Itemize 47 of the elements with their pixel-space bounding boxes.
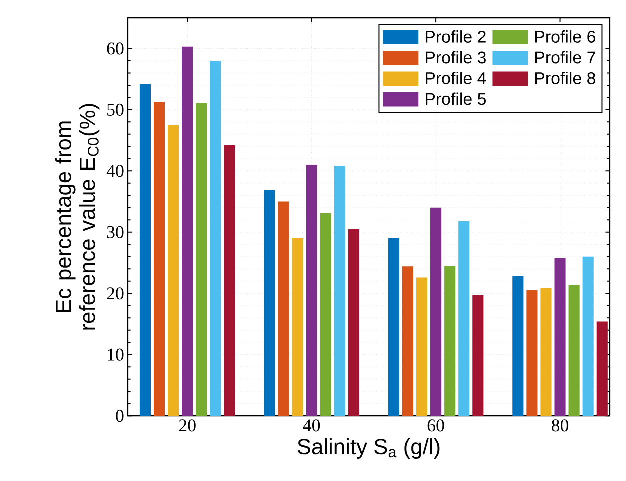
bar <box>430 208 442 416</box>
x-tick-label: 60 <box>428 420 444 432</box>
y-tick-label: 40 <box>106 165 124 178</box>
y-tick-label: 10 <box>108 348 124 361</box>
bar <box>540 288 552 416</box>
x-axis-title: Salinity S$_{a}$ (g/l) <box>298 438 440 459</box>
bar <box>182 46 194 416</box>
x-tick-label: 40 <box>303 420 320 432</box>
bar <box>264 190 276 416</box>
y-tick-label: 60 <box>107 42 124 55</box>
bar <box>292 238 304 416</box>
bar <box>168 125 180 416</box>
y-tick-label: 50 <box>108 104 124 116</box>
bar <box>472 295 484 416</box>
bar <box>568 285 580 416</box>
bar <box>554 258 566 416</box>
bar <box>154 102 166 416</box>
x-tick-label: 80 <box>552 420 569 432</box>
bar <box>140 84 152 416</box>
legend-label: Profile 4 <box>426 72 486 84</box>
bar <box>196 103 208 416</box>
bar <box>444 266 456 416</box>
bar <box>320 213 332 416</box>
y-tick-label: 0 <box>116 410 124 422</box>
legend-label: Profile 6 <box>536 30 596 43</box>
legend-label: Profile 5 <box>426 92 486 106</box>
bar <box>458 221 470 416</box>
bar <box>416 278 428 416</box>
bar <box>278 202 290 416</box>
legend-label: Profile 8 <box>536 72 596 84</box>
y-tick-label: 30 <box>107 226 124 238</box>
bar <box>526 290 538 416</box>
y-tick-label: 20 <box>107 288 124 300</box>
bar <box>210 62 222 416</box>
bar <box>306 165 318 416</box>
bar <box>402 266 414 416</box>
bar <box>582 256 594 416</box>
bar <box>388 238 400 416</box>
legend-label: Profile 3 <box>426 51 486 64</box>
bar <box>512 276 524 416</box>
bar <box>334 166 346 416</box>
bar <box>596 322 608 416</box>
bar <box>224 145 236 416</box>
legend-label: Profile 2 <box>426 30 486 43</box>
legend-label: Profile 7 <box>536 51 596 64</box>
bar <box>348 229 360 416</box>
x-tick-label: 20 <box>179 420 196 432</box>
